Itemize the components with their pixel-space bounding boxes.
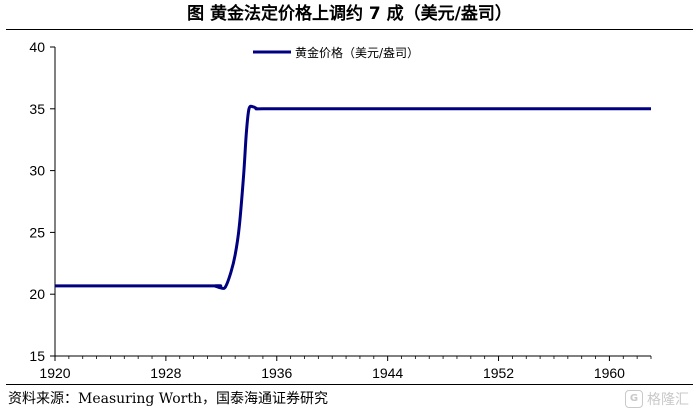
y-tick-label: 25 [29, 224, 45, 240]
y-tick-label: 40 [29, 39, 45, 55]
watermark: G 格隆汇 [625, 389, 689, 409]
legend-label-0: 黄金价格（美元/盎司） [295, 45, 419, 60]
x-tick-label: 1920 [39, 365, 70, 381]
ticks: 15 20 25 30 35 40 1920 1928 1936 1944 1952 1960 [29, 39, 652, 381]
title-rule [6, 29, 693, 30]
watermark-text: 格隆汇 [647, 392, 689, 408]
series-line-0 [55, 104, 651, 290]
figure-title: 图 黄金法定价格上调约 7 成（美元/盎司） [187, 4, 512, 24]
x-tick-label: 1960 [594, 365, 625, 381]
x-tick-label: 1936 [261, 365, 292, 381]
source-rule [6, 384, 693, 385]
axes [54, 47, 651, 357]
y-tick-label: 30 [29, 163, 45, 179]
watermark-logo-icon: G [625, 390, 643, 408]
x-tick-label: 1944 [372, 365, 403, 381]
source-note: 资料来源：Measuring Worth，国泰海通证券研究 [8, 391, 328, 407]
x-tick-label: 1928 [150, 365, 181, 381]
x-tick-label: 1952 [483, 365, 514, 381]
y-tick-label: 15 [29, 348, 45, 364]
y-tick-label: 35 [29, 101, 45, 117]
series-layer [55, 104, 651, 290]
gold-price-chart: 15 20 25 30 35 40 1920 1928 1936 1944 1952 1960 黄金价… [29, 39, 652, 381]
legend: 黄金价格（美元/盎司） [253, 45, 419, 60]
y-tick-label: 20 [29, 286, 45, 302]
